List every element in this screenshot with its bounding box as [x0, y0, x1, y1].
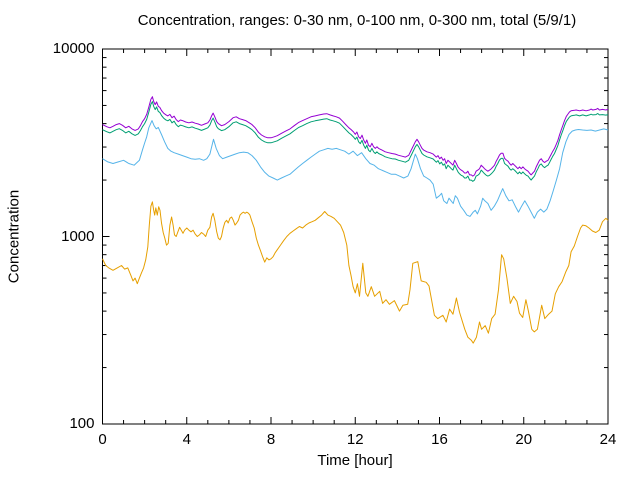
series-line-0-100-nm — [102, 120, 609, 219]
x-tick-label-12: 12 — [346, 431, 364, 448]
x-tick-label-20: 20 — [515, 431, 533, 448]
chart-title-text: Concentration, ranges: 0-30 nm, 0-100 nm… — [137, 12, 577, 29]
y-tick-label-100: 100 — [69, 415, 95, 432]
x-tick-label-24: 24 — [599, 431, 617, 448]
chart-title: Concentration, ranges: 0-30 nm, 0-100 nm… — [0, 12, 640, 29]
x-tick-label-4: 4 — [182, 431, 191, 448]
x-axis-label: Time [hour] — [317, 452, 393, 469]
series-line-total — [102, 96, 609, 177]
y-tick-label-1000: 1000 — [61, 227, 95, 245]
x-tick-label-0: 0 — [98, 431, 107, 448]
y-tick-label-10000: 10000 — [52, 40, 95, 57]
plot-border — [102, 48, 609, 425]
y-axis-label: Concentration — [5, 189, 23, 284]
series-line-0-30-nm — [102, 201, 609, 344]
x-tick-label-16: 16 — [431, 431, 448, 448]
x-tick-label-8: 8 — [266, 431, 276, 448]
series-line-0-300-nm — [102, 101, 609, 182]
